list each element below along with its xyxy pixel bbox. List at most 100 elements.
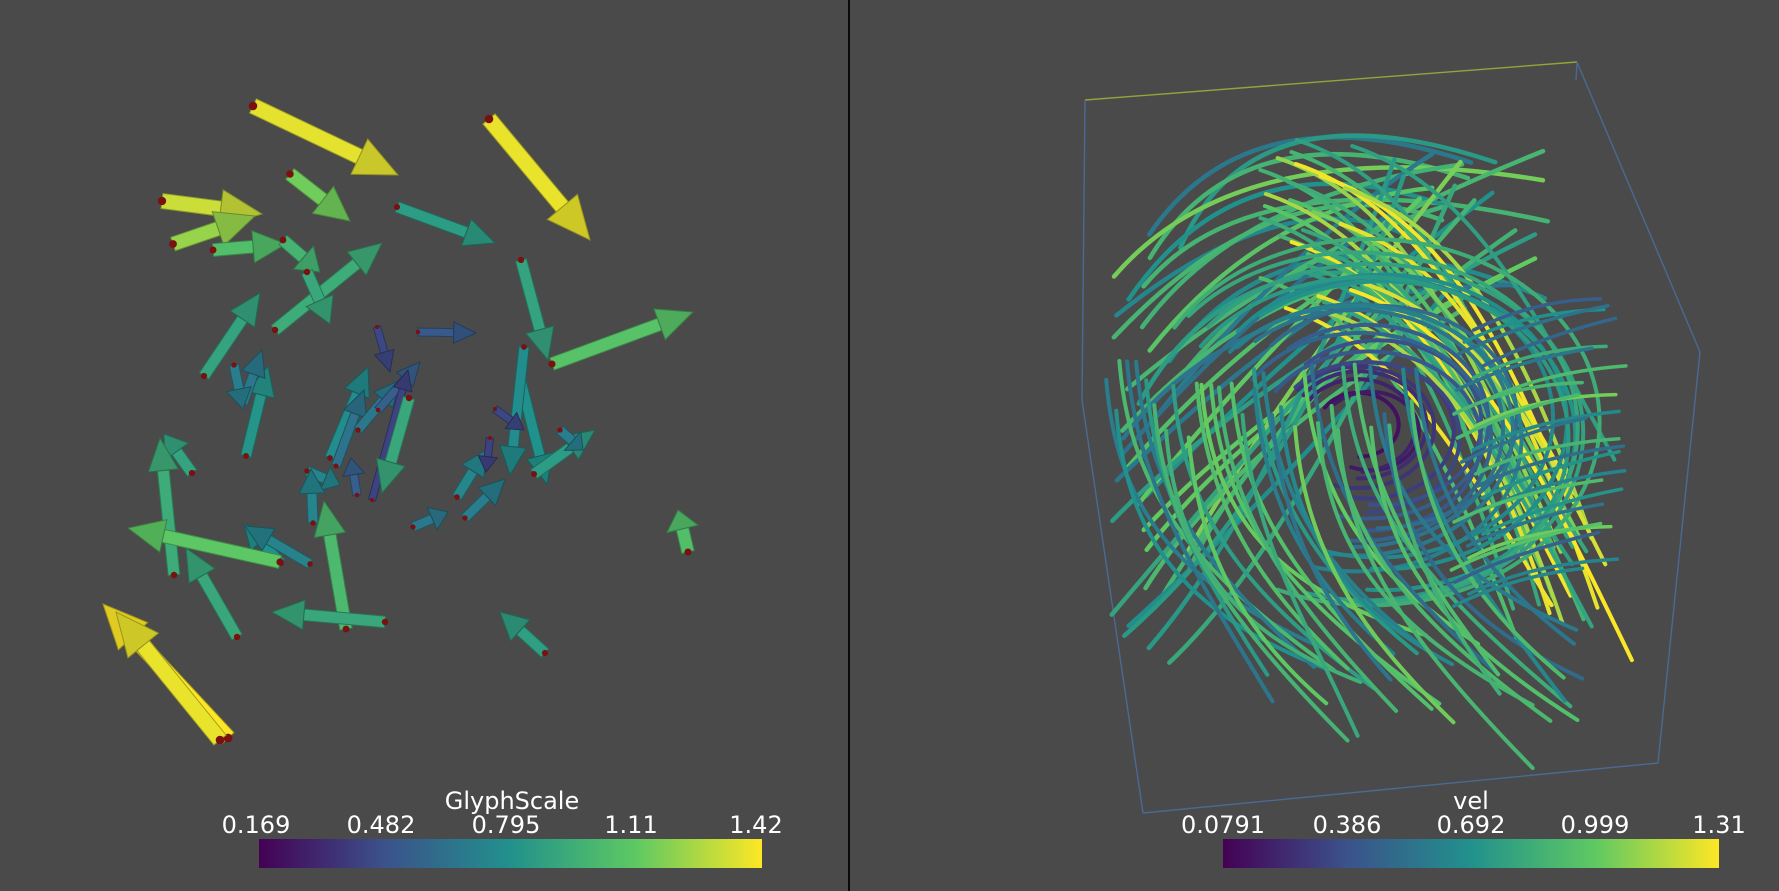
colorbar-title: GlyphScale	[444, 787, 580, 815]
streamtube	[1387, 423, 1502, 696]
streamtube	[1454, 346, 1594, 392]
glyph-render-view[interactable]: GlyphScale 0.169 0.482 0.795 1.11 1.42	[0, 0, 848, 891]
streamtube	[1452, 566, 1585, 608]
streamtube	[1171, 384, 1377, 691]
arrow-glyph	[248, 98, 400, 176]
streamtube	[1270, 412, 1393, 682]
colorbar-tick-label: 0.999	[1560, 811, 1630, 839]
colorbar-tick-label: 1.42	[729, 811, 783, 839]
streamtube	[1452, 380, 1584, 416]
streamtube	[1467, 524, 1613, 560]
streamtube	[1481, 487, 1624, 536]
streamtube	[1452, 478, 1604, 524]
streamtube	[1401, 367, 1567, 703]
arrow-glyph	[410, 506, 449, 532]
colorbar-tick-label: 0.692	[1436, 811, 1506, 839]
arrow-glyph	[240, 364, 275, 459]
streamtube	[1146, 135, 1474, 237]
arrow-glyph	[665, 509, 700, 556]
colorbar-tick-label: 0.386	[1312, 811, 1382, 839]
streamtube	[1199, 382, 1428, 638]
streamtube	[1473, 436, 1621, 476]
arrow-glyph	[313, 499, 353, 633]
arrow-glyph	[163, 433, 198, 478]
streamtube	[1125, 359, 1275, 704]
streamtube	[1217, 385, 1399, 713]
streamtube	[1480, 449, 1621, 500]
arrow-glyph	[243, 525, 314, 569]
arrow-glyph	[278, 234, 321, 273]
colorbar-gradient	[259, 839, 762, 868]
streamtube-render-view[interactable]: vel 0.0791 0.386 0.692 0.999 1.31	[850, 0, 1779, 891]
streamtube	[1414, 367, 1576, 646]
streamtube	[1369, 425, 1580, 723]
streamtube	[1186, 435, 1329, 706]
streamtube	[1240, 412, 1360, 738]
streamtube	[1164, 428, 1363, 684]
streamtube	[1253, 308, 1505, 549]
streamtube	[1335, 427, 1535, 771]
colorbar-title: vel	[1453, 787, 1489, 815]
arrow-glyph	[375, 394, 416, 495]
arrow-glyph	[514, 256, 555, 362]
streamtube	[1114, 408, 1330, 672]
streamtube	[1368, 365, 1579, 632]
streamtube	[1252, 386, 1396, 656]
streamtube	[1341, 365, 1573, 709]
streamtube	[1466, 502, 1605, 548]
streamtube	[1352, 362, 1501, 677]
streamtube-scene[interactable]	[850, 0, 1779, 891]
streamtube	[1122, 173, 1406, 639]
streamtube	[1467, 557, 1620, 596]
arrow-glyph	[499, 611, 550, 658]
arrow-glyph-scene[interactable]	[0, 0, 848, 891]
streamtube	[1471, 297, 1603, 332]
streamtube	[1321, 300, 1594, 629]
arrow-glyph	[270, 599, 389, 631]
colorbar-tick-label: 0.795	[471, 811, 541, 839]
streamtube	[1453, 530, 1601, 584]
arrow-glyph	[415, 321, 478, 345]
streamtube	[1329, 404, 1553, 723]
colorbar-tick-label: 0.0791	[1181, 811, 1265, 839]
arrow-glyph	[198, 292, 261, 380]
streamtube	[1455, 393, 1580, 440]
colorbar-tick-label: 1.31	[1692, 811, 1746, 839]
arrow-glyph	[126, 519, 284, 570]
streamtube	[1322, 390, 1401, 459]
streamtube	[1350, 144, 1617, 462]
streamtube	[1114, 216, 1431, 318]
streamtube	[1117, 359, 1336, 672]
arrow-glyph	[477, 436, 499, 473]
colorbar-tick-label: 0.482	[346, 811, 416, 839]
bounding-box-outline	[1081, 61, 1701, 814]
streamtube	[1409, 399, 1566, 680]
streamtube	[1194, 381, 1350, 671]
streamtube	[1315, 421, 1535, 708]
streamtube	[1250, 330, 1494, 543]
arrow-glyph	[342, 457, 366, 498]
streamtube	[1293, 425, 1456, 725]
arrow-glyph	[169, 211, 257, 252]
arrow-glyph	[209, 229, 288, 264]
colorbar-gradient	[1223, 839, 1719, 868]
streamtube	[1273, 349, 1483, 533]
streamtube	[1456, 303, 1610, 356]
arrow-glyph	[331, 388, 367, 469]
streamtube	[1449, 521, 1603, 572]
view-divider[interactable]	[848, 0, 850, 891]
arrow-glyph	[556, 425, 584, 451]
arrow-glyph	[548, 308, 695, 371]
arrow-glyph	[115, 611, 227, 746]
arrow-glyph	[460, 478, 506, 523]
streamtube	[1471, 409, 1621, 452]
arrow-glyph	[225, 362, 252, 410]
arrow-glyph	[492, 405, 525, 431]
colorbar-tick-label: 1.11	[604, 811, 658, 839]
arrow-glyph	[285, 167, 351, 222]
arrow-glyph	[482, 113, 591, 241]
colorbar-tick-label: 0.169	[221, 811, 291, 839]
streamtube	[1481, 316, 1618, 368]
streamtube	[1229, 381, 1434, 711]
arrow-glyph	[298, 467, 326, 526]
